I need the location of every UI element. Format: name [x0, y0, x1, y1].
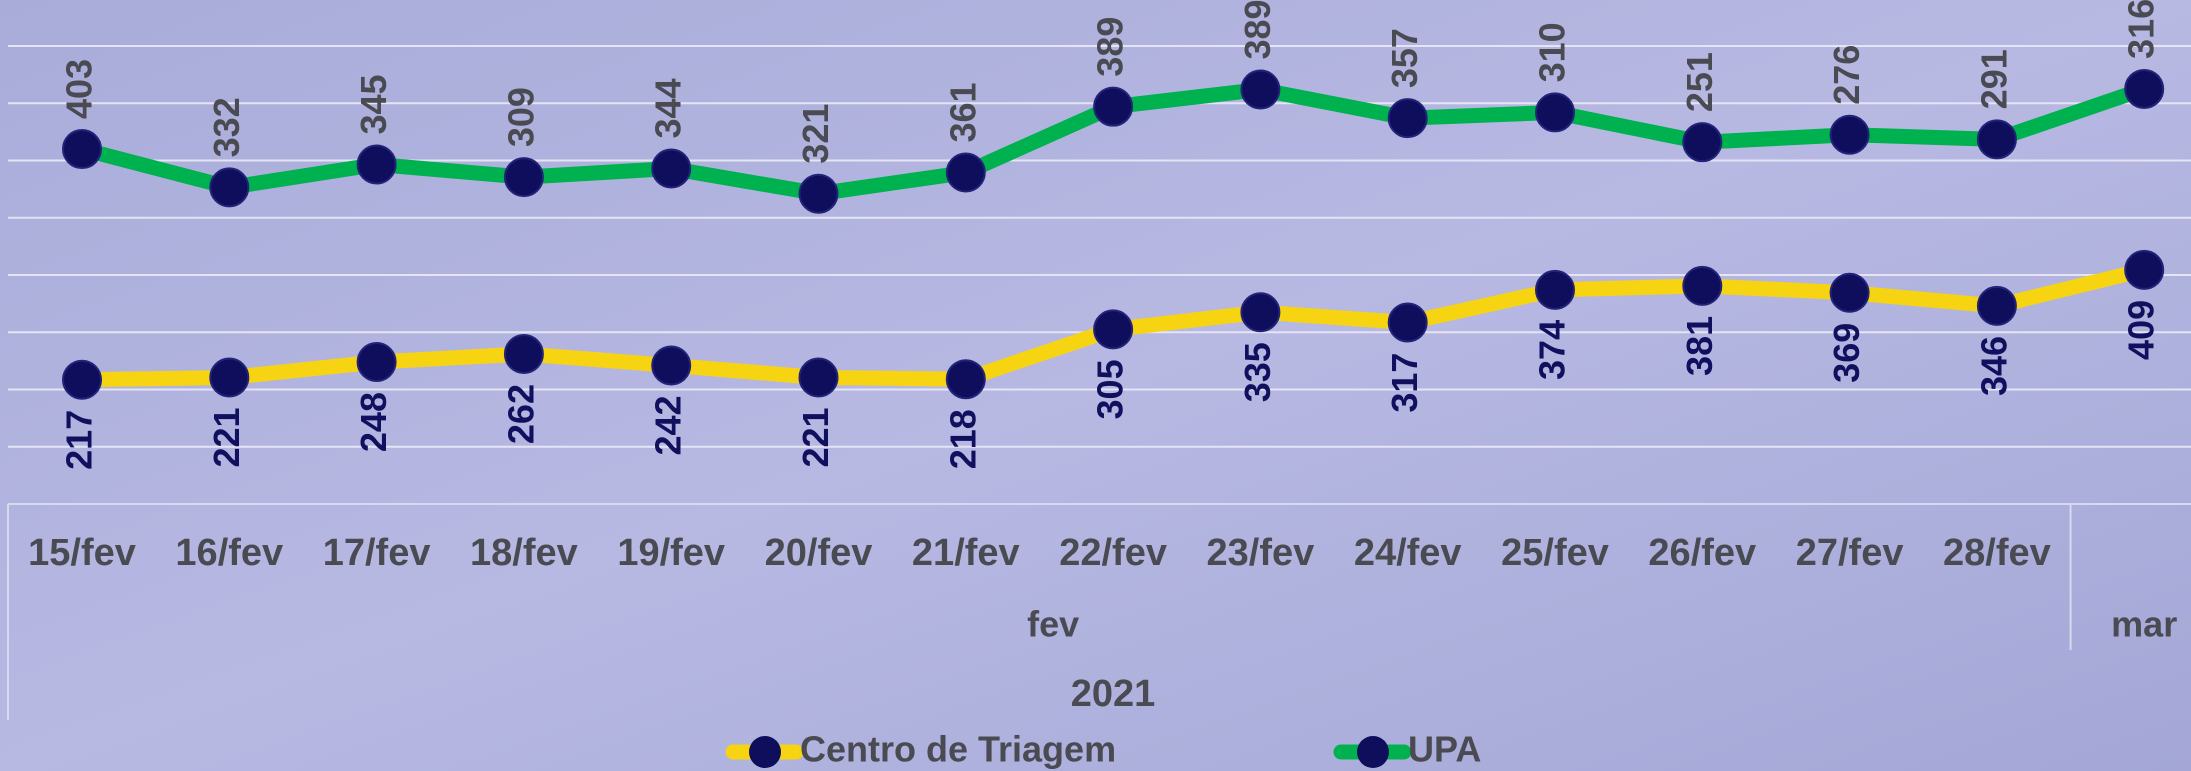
- x-tick-label: 15/fev: [28, 532, 136, 574]
- x-tick-label: 27/fev: [1796, 532, 1904, 574]
- x-tick-label: 16/fev: [175, 532, 283, 574]
- group-label: mar: [2111, 604, 2177, 645]
- data-label: 369: [1826, 323, 1867, 383]
- data-label: 335: [1237, 342, 1278, 402]
- marker: [358, 146, 396, 184]
- marker: [358, 343, 396, 381]
- x-tick-label: 21/fev: [912, 532, 1020, 574]
- marker: [210, 168, 248, 206]
- legend-label: UPA: [1408, 729, 1481, 770]
- data-label: 276: [1826, 45, 1867, 105]
- data-label: 262: [500, 384, 541, 444]
- x-tick-label: 26/fev: [1648, 532, 1756, 574]
- marker: [947, 360, 985, 398]
- legend-label: Centro de Triagem: [800, 729, 1116, 770]
- data-label: 403: [59, 59, 100, 119]
- marker: [1683, 267, 1721, 305]
- data-label: 217: [59, 410, 100, 470]
- marker: [1683, 123, 1721, 161]
- marker: [1389, 99, 1427, 137]
- x-tick-label: 22/fev: [1059, 532, 1167, 574]
- marker: [1831, 116, 1869, 154]
- x-tick-label: 18/fev: [470, 532, 578, 574]
- year-label: 2021: [1071, 673, 1156, 715]
- data-label: 218: [942, 409, 983, 469]
- marker: [1094, 88, 1132, 126]
- data-label: 409: [2121, 300, 2162, 360]
- data-label: 221: [206, 407, 247, 467]
- legend-marker: [1357, 736, 1389, 768]
- marker: [1978, 120, 2016, 158]
- data-label: 346: [1973, 336, 2014, 396]
- group-label: fev: [1027, 604, 1079, 645]
- marker: [2125, 70, 2163, 108]
- marker: [505, 158, 543, 196]
- marker: [1536, 271, 1574, 309]
- marker: [210, 358, 248, 396]
- data-label: 309: [500, 87, 541, 147]
- marker: [652, 150, 690, 188]
- marker: [800, 358, 838, 396]
- data-label: 291: [1973, 49, 2014, 109]
- data-label: 345: [353, 74, 394, 134]
- x-tick-label: 20/fev: [765, 532, 873, 574]
- data-label: 374: [1532, 320, 1573, 380]
- data-label: 389: [1090, 17, 1131, 77]
- data-label: 332: [206, 97, 247, 157]
- data-label: 317: [1384, 353, 1425, 413]
- legend-marker: [749, 736, 781, 768]
- x-tick-label: 24/fev: [1354, 532, 1462, 574]
- data-label: 242: [648, 395, 689, 455]
- marker: [800, 175, 838, 213]
- data-label: 357: [1384, 28, 1425, 88]
- x-tick-label: 25/fev: [1501, 532, 1609, 574]
- x-tick-label: 17/fev: [323, 532, 431, 574]
- data-label: 389: [1237, 0, 1278, 60]
- data-label: 361: [942, 82, 983, 142]
- marker: [1241, 293, 1279, 331]
- data-label: 305: [1090, 359, 1131, 419]
- marker: [1978, 287, 2016, 325]
- marker: [1536, 93, 1574, 131]
- marker: [1389, 304, 1427, 342]
- chart: 15/fev 16/fev 17/fev 18/fev 19/fev 20/fev 21/f…: [0, 0, 2191, 771]
- data-label: 251: [1679, 52, 1720, 112]
- marker: [63, 361, 101, 399]
- x-tick-label: 28/fev: [1943, 532, 2051, 574]
- marker: [652, 346, 690, 384]
- x-tick-label: 19/fev: [617, 532, 725, 574]
- marker: [947, 154, 985, 192]
- marker: [1241, 71, 1279, 109]
- data-label: 344: [648, 78, 689, 138]
- data-label: 321: [795, 104, 836, 164]
- x-tick-label: 23/fev: [1207, 532, 1315, 574]
- data-label: 381: [1679, 316, 1720, 376]
- marker: [1831, 274, 1869, 312]
- data-label: 316: [2121, 0, 2162, 59]
- data-label: 221: [795, 407, 836, 467]
- marker: [1094, 310, 1132, 348]
- data-label: 310: [1532, 22, 1573, 82]
- marker: [2125, 251, 2163, 289]
- data-label: 248: [353, 392, 394, 452]
- page: 15/fev 16/fev 17/fev 18/fev 19/fev 20/fev 21/f…: [0, 0, 2191, 771]
- marker: [505, 335, 543, 373]
- marker: [63, 130, 101, 168]
